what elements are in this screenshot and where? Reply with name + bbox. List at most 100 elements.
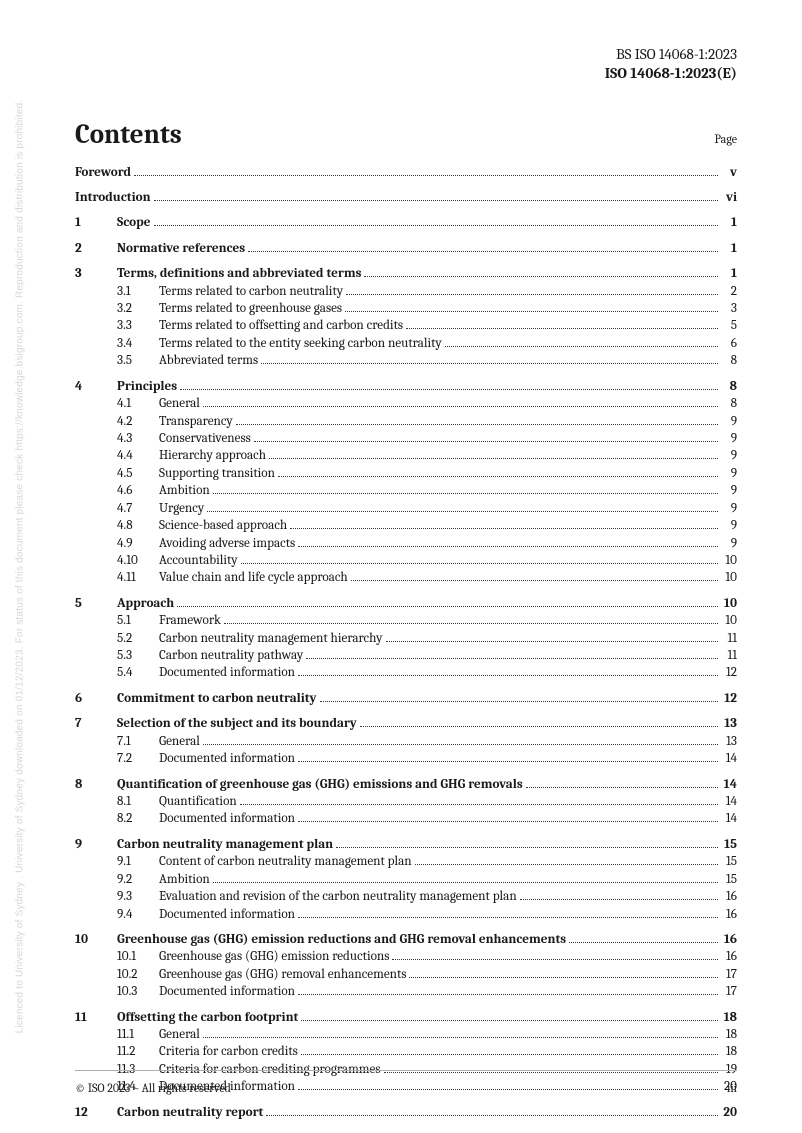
toc-leader (213, 493, 718, 494)
toc-section-row: 1Scope1 (75, 214, 737, 231)
toc-sub-title: Documented information (159, 906, 295, 923)
toc-page: 8 (721, 378, 737, 395)
toc-leader (298, 917, 718, 918)
toc-leader (306, 658, 718, 659)
toc-page: 3 (721, 300, 737, 317)
toc-sub-row: 3.4Terms related to the entity seeking c… (75, 335, 737, 352)
toc-sub-row: 11.1General18 (75, 1026, 737, 1043)
toc-leader (203, 406, 718, 407)
toc-sub-title: Carbon neutrality management hierarchy (159, 630, 383, 647)
toc-sub-row: 4.11Value chain and life cycle approach1… (75, 569, 737, 586)
toc-leader (154, 200, 718, 201)
toc-section-num: 4 (75, 378, 117, 395)
toc-leader (415, 864, 718, 865)
toc-sub-row: 10.1Greenhouse gas (GHG) emission reduct… (75, 948, 737, 965)
toc-sub-row: 8.1Quantification14 (75, 793, 737, 810)
toc-leader (360, 726, 718, 727)
toc-sub-num: 3.1 (117, 283, 159, 300)
toc-page: 20 (721, 1104, 737, 1121)
toc-sub-row: 9.1Content of carbon neutrality manageme… (75, 853, 737, 870)
toc-section-row: 9Carbon neutrality management plan15 (75, 836, 737, 853)
toc-page: 5 (721, 317, 737, 334)
toc-sub-num: 11.2 (117, 1043, 159, 1060)
standard-ref-iso: ISO 14068-1:2023(E) (75, 64, 737, 83)
toc-section-row: 6Commitment to carbon neutrality12 (75, 690, 737, 707)
toc-leader (301, 1020, 718, 1021)
toc-leader (320, 701, 719, 702)
toc-page: 14 (721, 810, 737, 827)
toc-page: 12 (721, 690, 737, 707)
toc-sub-num: 4.8 (117, 517, 159, 534)
toc-sub-num: 5.3 (117, 647, 159, 664)
toc-section-num: 5 (75, 595, 117, 612)
toc-sub-row: 7.2Documented information14 (75, 750, 737, 767)
toc-sub-num: 5.1 (117, 612, 159, 629)
toc-sub-num: 4.4 (117, 447, 159, 464)
toc-section-title: Greenhouse gas (GHG) emission reductions… (117, 931, 566, 948)
toc-leader (177, 606, 718, 607)
toc-section-title: Quantification of greenhouse gas (GHG) e… (117, 776, 523, 793)
toc-sub-row: 3.2Terms related to greenhouse gases3 (75, 300, 737, 317)
toc-page: 8 (721, 395, 737, 412)
toc-sub-row: 4.5Supporting transition9 (75, 465, 737, 482)
toc-page: 17 (721, 983, 737, 1000)
toc-sub-num: 9.4 (117, 906, 159, 923)
toc-sub-num: 4.5 (117, 465, 159, 482)
toc-sub-num: 7.2 (117, 750, 159, 767)
toc-sub-row: 4.2Transparency9 (75, 413, 737, 430)
toc-section-num: 3 (75, 265, 117, 282)
toc-page: 15 (721, 836, 737, 853)
toc-section-title: Scope (117, 214, 151, 231)
toc-leader (290, 528, 718, 529)
toc-sub-num: 3.4 (117, 335, 159, 352)
toc-section-title: Selection of the subject and its boundar… (117, 715, 357, 732)
toc-page: 9 (721, 482, 737, 499)
toc-sub-num: 9.3 (117, 888, 159, 905)
toc-sub-num: 5.2 (117, 630, 159, 647)
toc-sub-num: 3.3 (117, 317, 159, 334)
toc-page: vi (721, 189, 737, 206)
page-footer: © ISO 2023 – All rights reserved iii (75, 1081, 737, 1095)
copyright-text: © ISO 2023 – All rights reserved (75, 1081, 231, 1095)
toc-sub-title: Transparency (159, 413, 233, 430)
toc-page: 9 (721, 465, 737, 482)
toc-sub-num: 9.1 (117, 853, 159, 870)
toc-sub-title: Ambition (159, 482, 210, 499)
toc-leader (445, 346, 718, 347)
toc-sub-num: 8.1 (117, 793, 159, 810)
toc-title: Foreword (75, 164, 131, 181)
toc-leader (346, 294, 718, 295)
toc-sub-title: Content of carbon neutrality management … (159, 853, 412, 870)
toc-sub-num: 11.1 (117, 1026, 159, 1043)
toc-section-title: Commitment to carbon neutrality (117, 690, 317, 707)
toc-page: 8 (721, 352, 737, 369)
toc-sub-row: 4.9Avoiding adverse impacts9 (75, 535, 737, 552)
toc-section-num: 11 (75, 1009, 117, 1026)
toc-sub-title: Criteria for carbon credits (159, 1043, 298, 1060)
toc-sub-num: 10.1 (117, 948, 159, 965)
page-number: iii (727, 1081, 737, 1095)
toc-sub-row: 5.3Carbon neutrality pathway11 (75, 647, 737, 664)
toc-leader (207, 511, 718, 512)
toc-sub-title: Avoiding adverse impacts (159, 535, 295, 552)
toc-sub-title: Documented information (159, 750, 295, 767)
toc-leader (278, 476, 718, 477)
toc-section-title: Normative references (117, 240, 245, 257)
toc-page: 1 (721, 214, 737, 231)
toc-section-row: 12Carbon neutrality report20 (75, 1104, 737, 1121)
toc-section-title: Approach (117, 595, 174, 612)
page: Licenced to University of Sydney . Unive… (0, 0, 802, 1133)
toc-sub-row: 10.3Documented information17 (75, 983, 737, 1000)
toc-sub-row: 4.8Science-based approach9 (75, 517, 737, 534)
toc-sub-title: Urgency (159, 500, 204, 517)
toc-leader (345, 311, 718, 312)
toc-leader (134, 175, 718, 176)
toc-page: 1 (721, 265, 737, 282)
toc-sub-title: Value chain and life cycle approach (159, 569, 348, 586)
toc-leader (180, 389, 718, 390)
toc-page: 9 (721, 517, 737, 534)
toc-leader (254, 441, 718, 442)
toc-page: 16 (721, 888, 737, 905)
toc-leader (224, 623, 718, 624)
toc-page: 2 (721, 283, 737, 300)
